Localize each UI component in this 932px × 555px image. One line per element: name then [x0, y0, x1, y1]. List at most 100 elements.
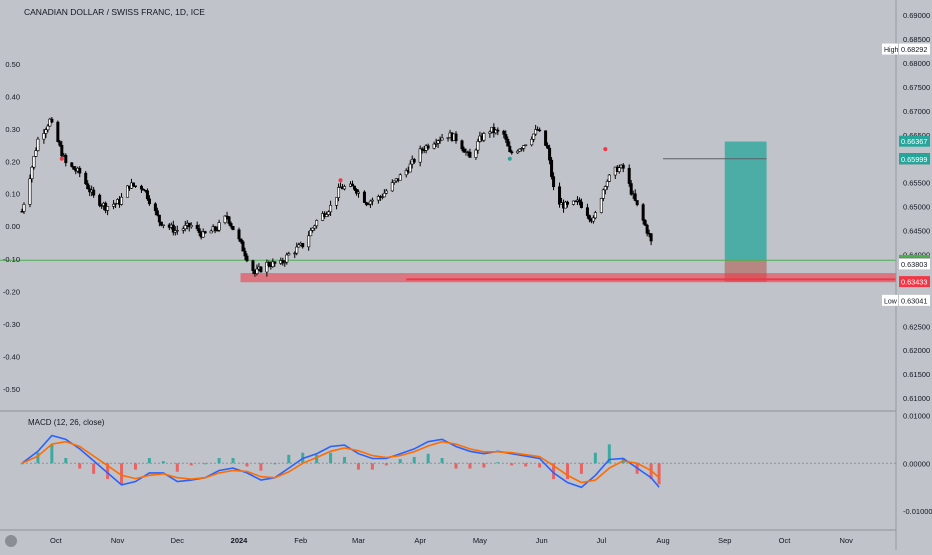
candle-body — [593, 212, 597, 219]
candle-body — [607, 174, 611, 182]
macd-histogram-bar — [566, 463, 570, 480]
macd-line — [21, 434, 660, 489]
macd-histogram-bar — [78, 463, 82, 469]
candle-body — [255, 268, 259, 274]
candle-body — [20, 211, 24, 213]
candle-body — [335, 197, 339, 206]
left-tick-label: 0.20 — [5, 158, 20, 167]
macd-histogram-bar — [147, 458, 151, 464]
candle-body — [56, 121, 60, 142]
candle-body — [350, 183, 354, 187]
candle-body — [404, 170, 408, 176]
candle-body — [635, 200, 639, 205]
macd-tick-label: 0.01000 — [903, 411, 930, 420]
price-label-tag-box — [882, 294, 898, 306]
candle-body — [454, 133, 458, 142]
settings-icon[interactable] — [5, 535, 17, 547]
candle-body — [241, 241, 245, 252]
candle-body — [601, 189, 605, 199]
candle-body — [251, 260, 255, 271]
macd-histogram-bar — [538, 463, 542, 468]
candle-body — [420, 148, 424, 151]
candle-body — [183, 225, 187, 230]
candles-layer — [20, 117, 653, 277]
price-label-box — [899, 294, 930, 306]
macd-histogram-bar — [50, 444, 54, 464]
candle-body — [321, 213, 325, 221]
signal-marker — [507, 156, 512, 161]
macd-histogram-bar — [231, 458, 235, 464]
candle-body — [390, 182, 394, 192]
candle-body — [225, 215, 229, 218]
macd-histogram-bar — [454, 463, 458, 469]
signal-marker — [59, 156, 64, 161]
candle-body — [60, 144, 64, 157]
macd-histogram-bar — [510, 463, 514, 466]
candle-body — [438, 139, 442, 142]
candle-body — [30, 166, 34, 180]
candle-body — [195, 225, 199, 229]
candle-body — [408, 163, 412, 173]
candle-body — [139, 185, 143, 190]
time-tick-label: Oct — [779, 536, 792, 545]
signal-line — [21, 440, 660, 484]
candle-body — [550, 159, 554, 177]
candle-body — [544, 130, 548, 146]
candle-body — [42, 133, 46, 140]
candle-body — [120, 196, 124, 205]
candle-body — [508, 145, 512, 153]
candle-body — [217, 222, 221, 231]
candle-body — [474, 149, 478, 158]
price-tick-label: 0.64500 — [903, 227, 930, 236]
candle-body — [259, 266, 263, 273]
left-tick-label: -0.10 — [3, 255, 20, 264]
candle-body — [412, 158, 416, 163]
candle-body — [239, 238, 243, 243]
candle-body — [558, 186, 562, 205]
candle-body — [133, 185, 137, 187]
candle-body — [126, 185, 130, 198]
candle-body — [566, 201, 570, 205]
candle-body — [22, 204, 26, 212]
candle-body — [591, 217, 595, 222]
candle-body — [368, 200, 372, 205]
candle-body — [587, 215, 591, 220]
candle-body — [366, 203, 370, 206]
candle-body — [281, 260, 285, 264]
candle-body — [243, 250, 247, 257]
price-label-box — [899, 135, 930, 147]
candle-body — [265, 262, 269, 273]
candle-body — [362, 191, 366, 203]
candle-body — [343, 186, 347, 190]
candle-body — [28, 178, 32, 205]
left-tick-label: 0.30 — [5, 125, 20, 134]
time-tick-label: Apr — [414, 536, 426, 545]
macd-histogram-bar — [468, 463, 472, 469]
candle-body — [48, 118, 52, 127]
candle-body — [32, 156, 36, 168]
candle-body — [112, 203, 116, 207]
candle-body — [285, 254, 289, 263]
candle-body — [187, 222, 191, 228]
candle-body — [209, 230, 213, 234]
candle-body — [213, 226, 217, 231]
candle-body — [64, 154, 68, 164]
candle-body — [131, 182, 135, 187]
candle-body — [629, 183, 633, 195]
candle-body — [370, 199, 374, 202]
price-tick-label: 0.68500 — [903, 35, 930, 44]
candle-body — [380, 196, 384, 198]
price-tick-label: 0.65000 — [903, 203, 930, 212]
candle-body — [627, 167, 631, 184]
time-tick-label: Jun — [536, 536, 548, 545]
candle-body — [434, 143, 438, 145]
macd-histogram-bar — [657, 463, 661, 485]
price-label-tag: High — [884, 47, 899, 54]
time-tick-label: Dec — [171, 536, 185, 545]
macd-histogram-bar — [426, 453, 430, 464]
candle-body — [376, 196, 380, 201]
price-label-value: 0.68292 — [901, 45, 927, 54]
macd-histogram-bar — [607, 444, 611, 464]
